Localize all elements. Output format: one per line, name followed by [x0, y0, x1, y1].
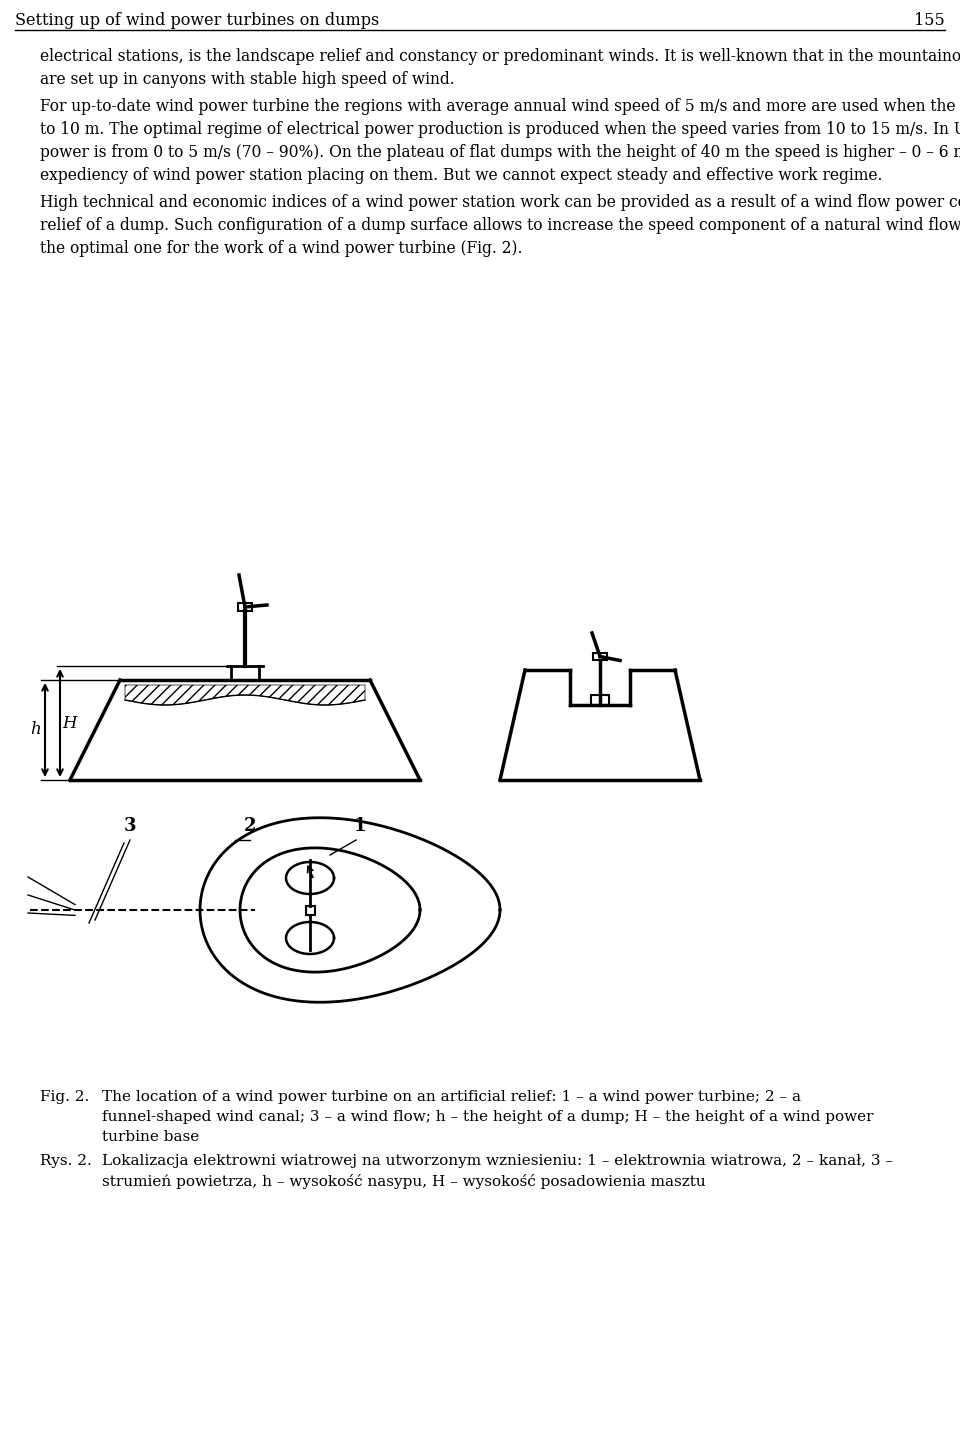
Text: Fig. 2.: Fig. 2.	[40, 1090, 89, 1104]
Text: High technical and economic indices of a wind power station work can be provided: High technical and economic indices of a…	[40, 194, 960, 212]
Text: Rys. 2.: Rys. 2.	[40, 1153, 92, 1168]
Text: h: h	[31, 721, 41, 739]
Text: For up-to-date wind power turbine the regions with average annual wind speed of : For up-to-date wind power turbine the re…	[40, 98, 960, 115]
Text: 1: 1	[353, 816, 367, 835]
Text: 2: 2	[244, 816, 256, 835]
Text: 3: 3	[124, 816, 136, 835]
Text: funnel-shaped wind canal; 3 – a wind flow; h – the height of a dump; H – the hei: funnel-shaped wind canal; 3 – a wind flo…	[102, 1110, 874, 1125]
Bar	[238, 603, 252, 611]
Text: power is from 0 to 5 m/s (70 – 90%). On the plateau of flat dumps with the heigh: power is from 0 to 5 m/s (70 – 90%). On …	[40, 144, 960, 161]
Text: relief of a dump. Such configuration of a dump surface allows to increase the sp: relief of a dump. Such configuration of …	[40, 217, 960, 233]
Bar	[305, 906, 315, 914]
Text: expediency of wind power station placing on them. But we cannot expect steady an: expediency of wind power station placing…	[40, 167, 882, 184]
Text: Setting up of wind power turbines on dumps: Setting up of wind power turbines on dum…	[15, 12, 379, 29]
Text: to 10 m. The optimal regime of electrical power production is produced when the : to 10 m. The optimal regime of electrica…	[40, 121, 960, 138]
Text: electrical stations, is the landscape relief and constancy or predominant winds.: electrical stations, is the landscape re…	[40, 48, 960, 65]
Text: strumień powietrza, h – wysokość nasypu, H – wysokość posadowienia masztu: strumień powietrza, h – wysokość nasypu,…	[102, 1174, 706, 1189]
Text: Lokalizacja elektrowni wiatrowej na utworzonym wzniesieniu: 1 – elektrownia wiat: Lokalizacja elektrowni wiatrowej na utwo…	[102, 1153, 893, 1168]
Text: H: H	[62, 714, 77, 732]
Bar	[593, 652, 607, 660]
Text: 155: 155	[914, 12, 945, 29]
Text: turbine base: turbine base	[102, 1130, 200, 1143]
Bar	[591, 696, 609, 706]
Text: are set up in canyons with stable high speed of wind.: are set up in canyons with stable high s…	[40, 71, 455, 88]
Text: The location of a wind power turbine on an artificial relief: 1 – a wind power t: The location of a wind power turbine on …	[102, 1090, 801, 1104]
Text: the optimal one for the work of a wind power turbine (Fig. 2).: the optimal one for the work of a wind p…	[40, 240, 522, 256]
